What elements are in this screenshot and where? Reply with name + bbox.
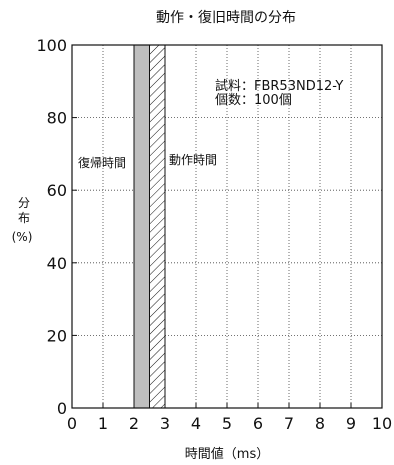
- x-tick-label: 2: [129, 414, 139, 433]
- x-tick-label: 3: [160, 414, 170, 433]
- x-tick-label: 8: [315, 414, 325, 433]
- y-tick-label: 60: [47, 181, 67, 200]
- x-tick-label: 9: [346, 414, 356, 433]
- x-tick-label: 7: [284, 414, 294, 433]
- y-tick-label: 0: [57, 399, 67, 418]
- y-axis-label-line-1: 分: [18, 196, 30, 210]
- x-tick-label: 5: [222, 414, 232, 433]
- series-label-operate-time: 動作時間: [169, 153, 217, 167]
- y-tick-label: 20: [47, 326, 67, 345]
- y-tick-label: 80: [47, 109, 67, 128]
- y-axis-ticks: 0 20 40 60 80 100: [36, 36, 77, 418]
- y-tick-label: 40: [47, 254, 67, 273]
- y-tick-label: 100: [36, 36, 67, 55]
- bar-0: [133, 44, 150, 409]
- annotation-sample: 試料：FBR53ND12-Y: [215, 78, 343, 94]
- y-axis-label-line-3: (%): [12, 230, 33, 244]
- chart-title: 動作・復旧時間の分布: [156, 9, 296, 26]
- series-label-release-time: 復帰時間: [78, 155, 126, 170]
- x-tick-label: 10: [372, 414, 392, 433]
- y-axis-label-line-2: 布: [18, 211, 30, 225]
- x-axis-ticks: 0 1 2 3 4 5 6 7 8 9 10: [67, 403, 392, 433]
- x-tick-label: 1: [98, 414, 108, 433]
- x-tick-label: 4: [191, 414, 201, 433]
- x-axis-label: 時間値（ms）: [185, 446, 269, 462]
- bar-1: [149, 44, 166, 409]
- x-tick-label: 0: [67, 414, 77, 433]
- bars: [133, 44, 166, 409]
- x-tick-label: 6: [253, 414, 263, 433]
- annotation-count: 個数：100個: [215, 93, 292, 108]
